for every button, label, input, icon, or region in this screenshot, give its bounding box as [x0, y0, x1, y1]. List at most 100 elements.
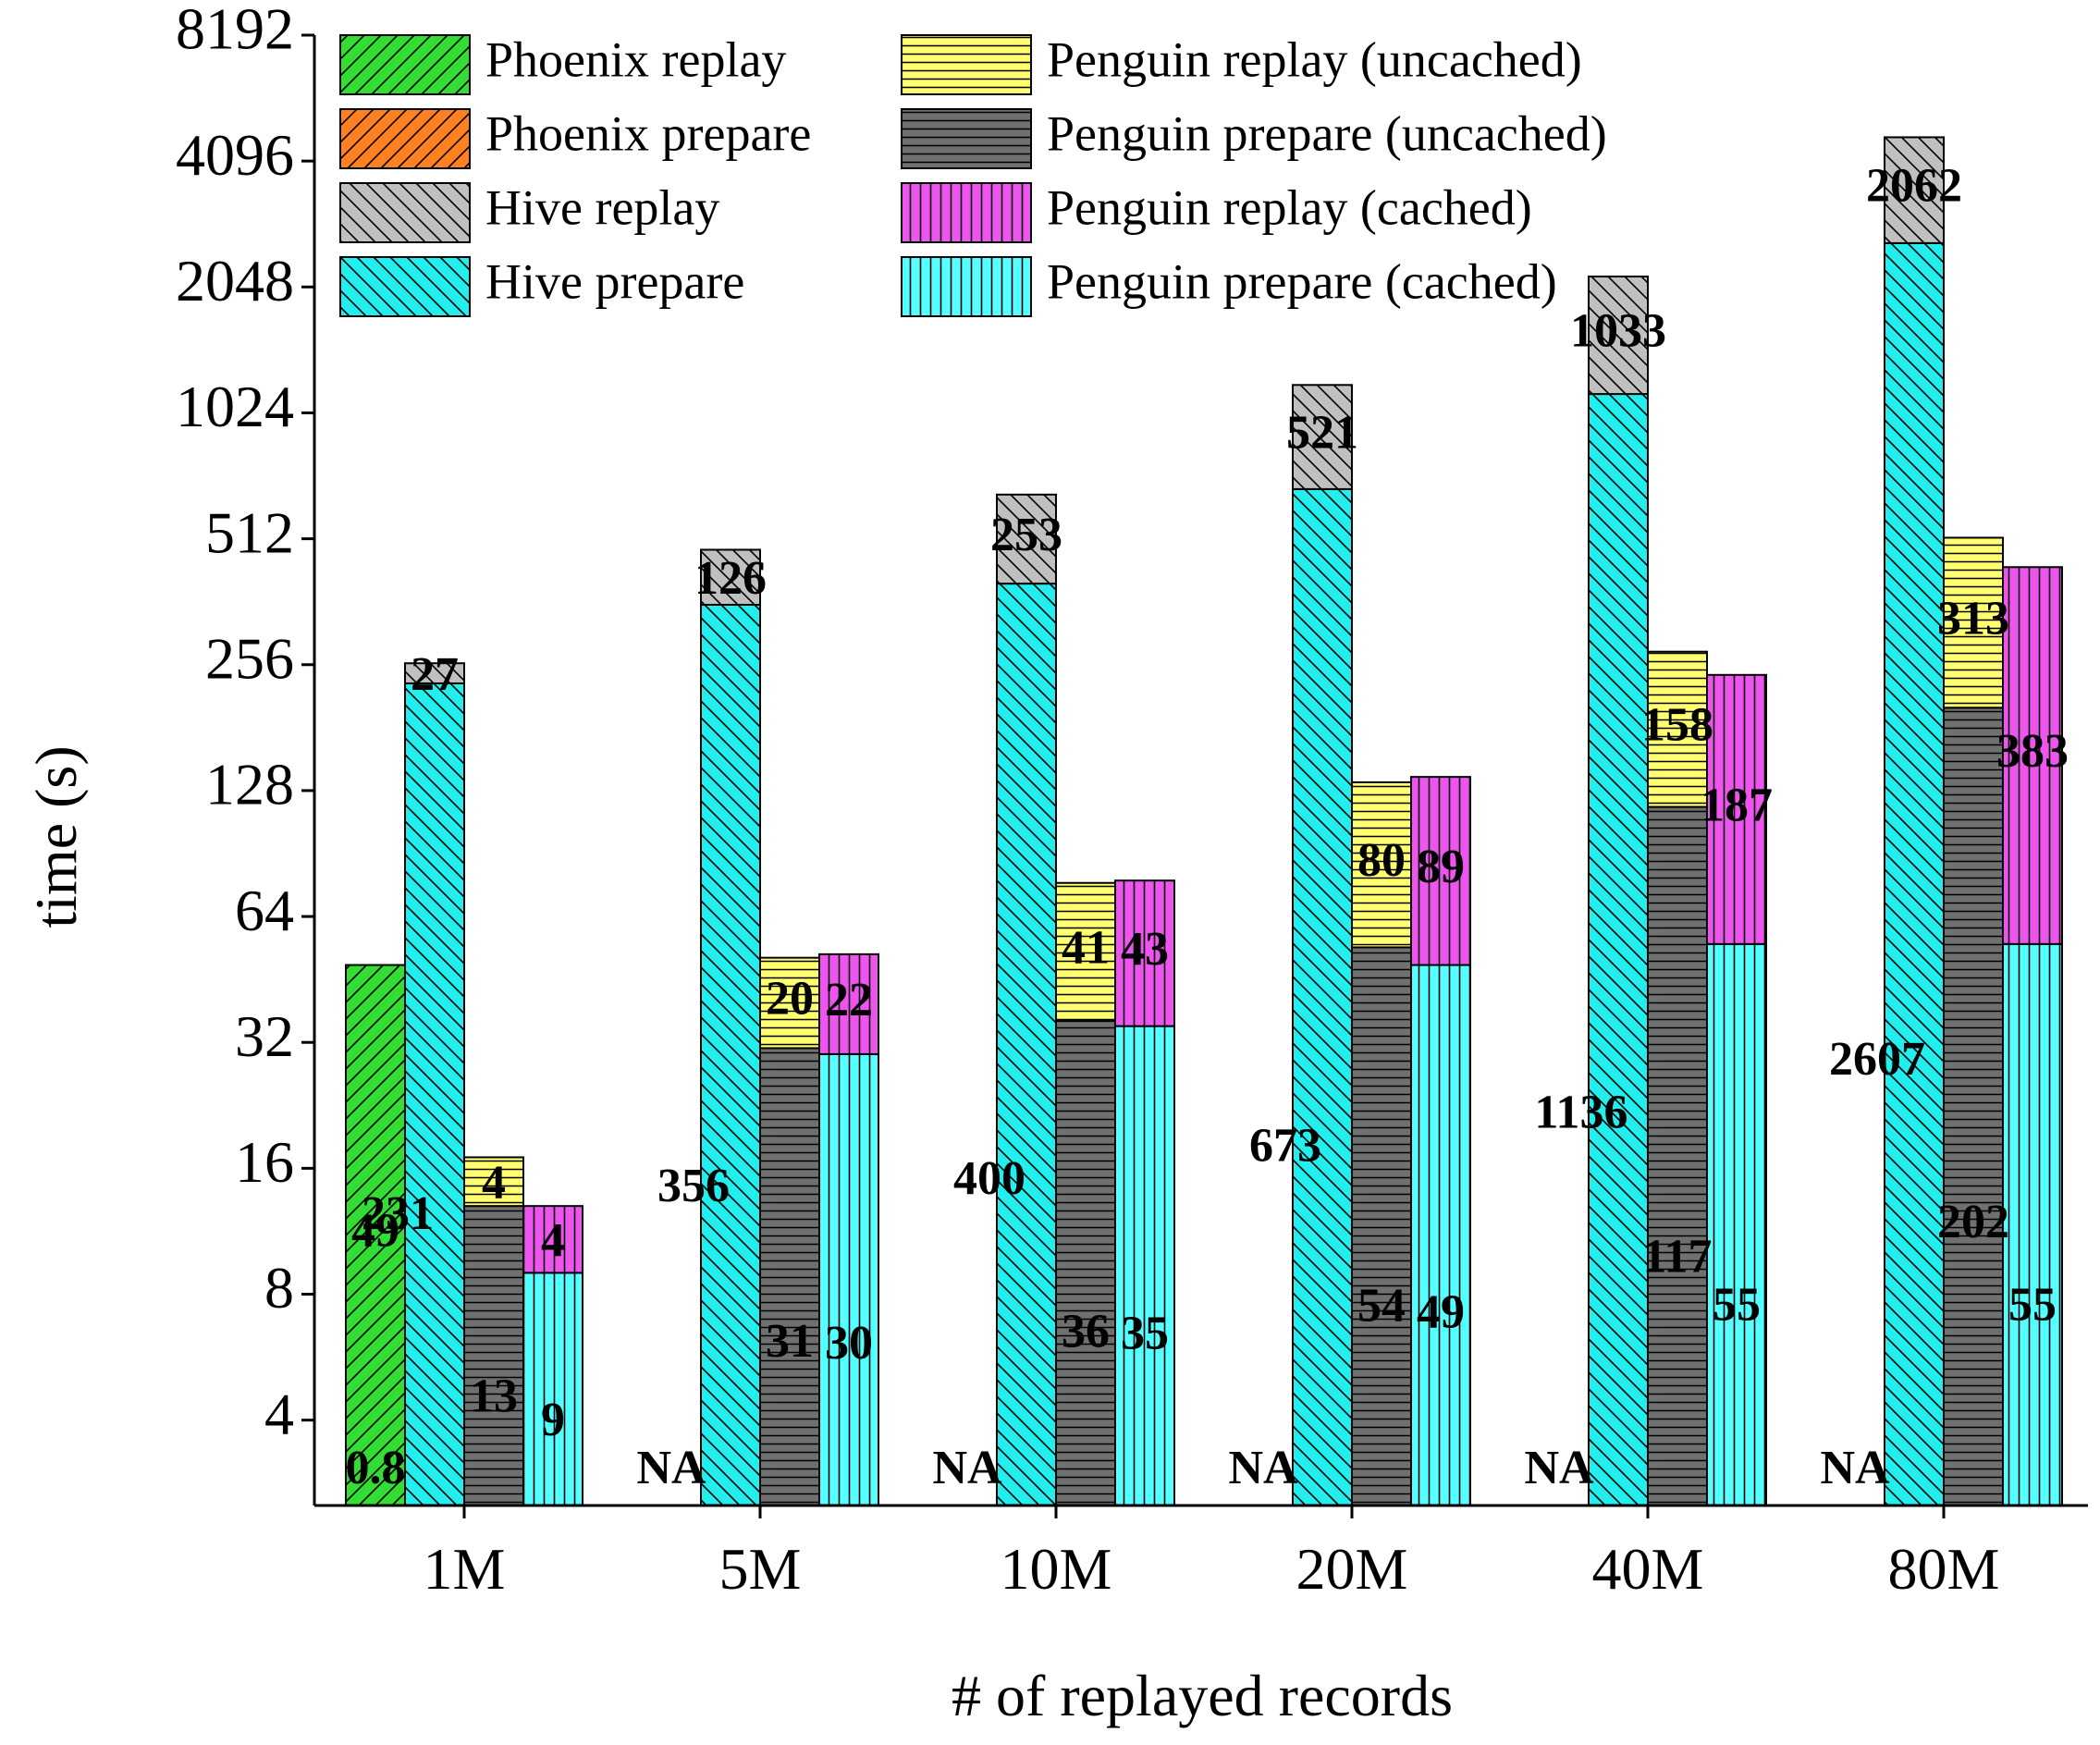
y-tick-label-32: 32: [235, 1003, 294, 1069]
data-label-40m-penguin-replay-cached: 187: [1701, 779, 1773, 831]
y-tick-label-1024: 1024: [176, 374, 294, 439]
bar-segment-40m-penguin-prepare-uncached: [1647, 805, 1708, 1506]
legend-swatch-penguin-replay-cached: [901, 182, 1032, 243]
x-tick-label-80m: 80M: [1888, 1536, 2000, 1602]
data-label-20m-penguin-prepare-cached: 49: [1417, 1285, 1465, 1338]
legend-label-hive-prepare: Hive prepare: [485, 253, 744, 309]
bar-segment-5m-penguin-replay-uncached: [759, 956, 820, 1050]
data-label-1m-penguin-replay-uncached: 4: [482, 1157, 506, 1210]
data-label-40m-hive-prepare: 1136: [1534, 1086, 1627, 1138]
bar-segment-1m-penguin-replay-cached: [522, 1205, 583, 1274]
data-label-20m-hive-prepare: 673: [1249, 1119, 1321, 1172]
bar-segment-20m-penguin-prepare-cached: [1410, 964, 1471, 1506]
data-label-5m-hive-replay: 126: [694, 552, 767, 605]
data-label-20m-penguin-replay-cached: 89: [1417, 841, 1465, 893]
data-label-1m-hive-replay: 27: [411, 648, 459, 701]
bar-segment-5m-penguin-prepare-cached: [818, 1052, 879, 1506]
legend-label-phoenix-replay: Phoenix replay: [485, 31, 786, 87]
bar-segment-80m-hive-prepare: [1884, 241, 1945, 1507]
x-axis-label: # of replayed records: [952, 1663, 1453, 1728]
y-tick-label-512: 512: [205, 499, 294, 565]
data-label-10m-hive-replay: 253: [990, 509, 1062, 561]
bar-segment-40m-hive-prepare: [1588, 393, 1649, 1507]
na-label-20m: NA: [1228, 1442, 1298, 1494]
data-label-5m-penguin-prepare-uncached: 31: [766, 1315, 814, 1368]
bar-segment-1m-hive-replay: [404, 662, 465, 684]
legend-label-penguin-replay-uncached: Penguin replay (uncached): [1047, 31, 1582, 87]
data-label-1m-penguin-prepare-uncached: 13: [470, 1370, 518, 1423]
data-label-10m-penguin-prepare-uncached: 36: [1062, 1306, 1110, 1358]
data-label-40m-penguin-prepare-cached: 55: [1713, 1278, 1761, 1331]
data-label-1m-hive-prepare: 231: [362, 1187, 434, 1240]
bar-segment-20m-hive-replay: [1292, 384, 1353, 490]
bar-segment-80m-penguin-prepare-cached: [2002, 942, 2063, 1506]
bar-segment-20m-penguin-replay-cached: [1410, 776, 1471, 966]
data-label-40m-penguin-prepare-uncached: 117: [1642, 1231, 1712, 1284]
bar-segment-1m-penguin-prepare-uncached: [463, 1205, 524, 1506]
y-tick-label-64: 64: [235, 878, 294, 943]
legend-swatch-penguin-prepare-uncached: [901, 108, 1032, 169]
data-label-40m-hive-replay: 1033: [1570, 304, 1666, 357]
data-label-40m-penguin-replay-uncached: 158: [1641, 699, 1713, 752]
na-label-5m: NA: [636, 1442, 706, 1494]
data-label-80m-hive-replay: 2062: [1866, 160, 1962, 213]
bar-segment-10m-penguin-prepare-cached: [1114, 1025, 1175, 1506]
x-tick-label-20m: 20M: [1296, 1536, 1408, 1602]
data-label-80m-penguin-replay-uncached: 313: [1937, 592, 2009, 645]
na-label-40m: NA: [1524, 1442, 1594, 1494]
bar-segment-20m-penguin-replay-uncached: [1351, 780, 1412, 949]
bar-segment-1m-penguin-replay-uncached: [463, 1156, 524, 1208]
bar-segment-80m-penguin-replay-uncached: [1943, 536, 2004, 709]
legend-swatch-phoenix-prepare: [339, 108, 471, 169]
bar-segment-80m-hive-replay: [1884, 136, 1945, 244]
data-label-10m-penguin-replay-cached: 43: [1121, 923, 1169, 976]
data-label-1m-penguin-prepare-cached: 9: [541, 1394, 565, 1446]
x-tick-label-40m: 40M: [1592, 1536, 1704, 1602]
data-label-1m-phoenix-prepare: 0.8: [346, 1442, 406, 1494]
na-label-10m: NA: [932, 1442, 1002, 1494]
bar-segment-20m-hive-prepare: [1292, 487, 1353, 1506]
legend-swatch-penguin-prepare-cached: [901, 256, 1032, 317]
y-tick-label-16: 16: [235, 1129, 294, 1195]
data-label-10m-penguin-prepare-cached: 35: [1121, 1308, 1169, 1360]
data-label-20m-penguin-prepare-uncached: 54: [1357, 1280, 1406, 1333]
bar-segment-1m-phoenix-replay: [345, 964, 406, 1506]
bar-segment-80m-penguin-prepare-uncached: [1943, 707, 2004, 1506]
bar-segment-40m-hive-replay: [1588, 276, 1649, 396]
data-label-20m-hive-replay: 521: [1286, 407, 1358, 460]
data-label-20m-penguin-replay-uncached: 80: [1357, 834, 1406, 887]
bar-segment-1m-penguin-prepare-cached: [522, 1272, 583, 1506]
y-tick-label-8: 8: [264, 1255, 294, 1321]
data-label-10m-hive-prepare: 400: [953, 1152, 1025, 1205]
data-label-1m-phoenix-replay: 49: [351, 1205, 399, 1258]
bar-segment-1m-hive-prepare: [404, 682, 465, 1506]
data-label-80m-penguin-prepare-cached: 55: [2008, 1278, 2057, 1331]
bar-segment-10m-penguin-replay-uncached: [1055, 881, 1116, 1023]
data-label-80m-penguin-replay-cached: 383: [1996, 725, 2069, 778]
legend: Phoenix replay Phoenix prepare Hive replay…: [339, 31, 1607, 317]
x-tick-label-1m: 1M: [424, 1536, 506, 1602]
legend-swatch-penguin-replay-uncached: [901, 34, 1032, 95]
bar-segment-10m-hive-prepare: [996, 583, 1057, 1506]
bar-segment-5m-hive-prepare: [700, 603, 761, 1506]
data-label-1m-penguin-replay-cached: 4: [541, 1214, 565, 1267]
y-tick-label-4: 4: [264, 1381, 294, 1446]
na-label-80m: NA: [1820, 1442, 1890, 1494]
x-tick-label-5m: 5M: [719, 1536, 802, 1602]
data-label-5m-penguin-prepare-cached: 30: [825, 1317, 873, 1370]
bar-segment-40m-penguin-replay-uncached: [1647, 650, 1708, 808]
bar-segment-5m-penguin-prepare-uncached: [759, 1047, 820, 1506]
bar-segment-10m-penguin-prepare-uncached: [1055, 1020, 1116, 1507]
x-tick-label-10m: 10M: [1001, 1536, 1112, 1602]
y-tick-label-4096: 4096: [176, 122, 294, 188]
bars-layer: [345, 136, 2063, 1507]
legend-label-penguin-prepare-uncached: Penguin prepare (uncached): [1047, 105, 1607, 161]
bar-segment-40m-penguin-replay-cached: [1706, 673, 1767, 945]
data-label-80m-hive-prepare: 2607: [1829, 1033, 1925, 1086]
data-label-5m-penguin-replay-uncached: 20: [766, 973, 814, 1026]
y-tick-label-256: 256: [205, 625, 294, 691]
bar-segment-10m-hive-replay: [996, 493, 1057, 585]
legend-swatch-phoenix-replay: [339, 34, 471, 95]
y-tick-label-128: 128: [205, 752, 294, 817]
